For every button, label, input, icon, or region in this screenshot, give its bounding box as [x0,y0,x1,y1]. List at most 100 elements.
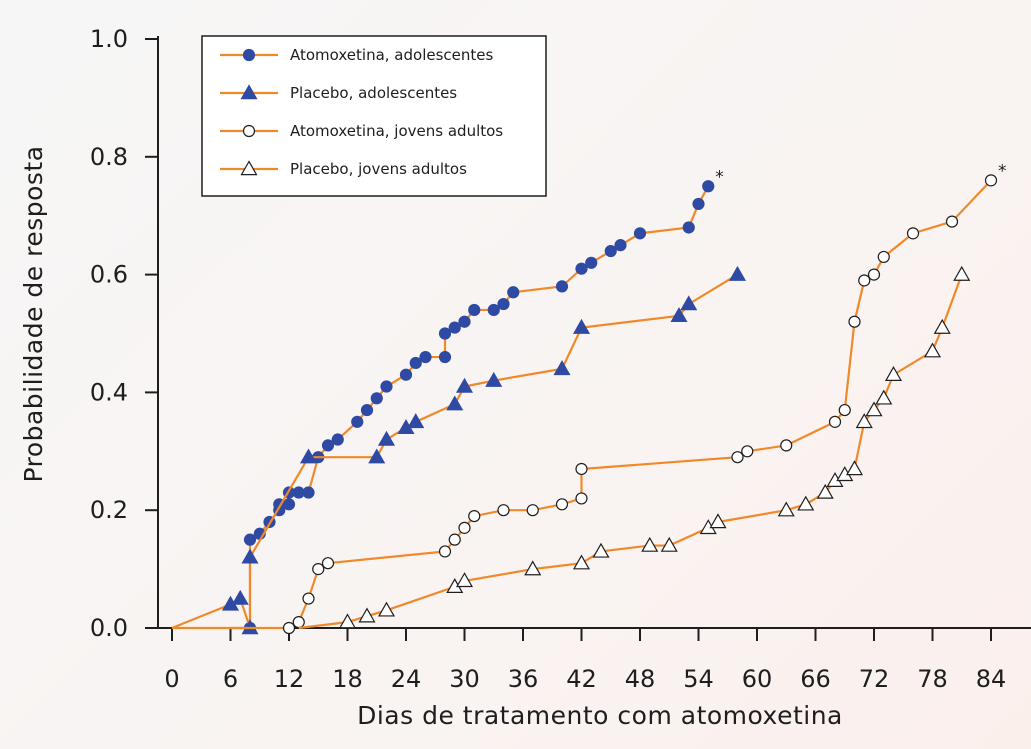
x-axis-title: Dias de tratamento com atomoxetina [357,701,843,730]
data-point [507,286,520,299]
data-point [351,415,364,428]
y-tick-label: 1.0 [90,25,128,53]
data-point [633,227,647,240]
data-point [455,572,474,588]
data-point [592,542,610,558]
data-point [231,589,249,605]
y-tick-label: 0.6 [90,261,128,289]
x-tick-label: 24 [391,665,422,693]
series-3: * [230,161,1007,635]
x-tick-label: 78 [917,665,948,693]
data-point [299,448,318,464]
data-point [682,221,695,234]
data-point [497,297,510,311]
data-point [945,215,959,228]
x-tick-label: 48 [625,665,656,693]
data-point [575,492,588,505]
y-tick-label: 0.4 [90,378,128,406]
data-point [845,460,864,476]
data-point [380,380,393,393]
data-point [555,498,569,511]
data-point [858,274,871,287]
data-point [321,557,335,570]
data-point [692,197,705,211]
data-point [670,307,688,323]
y-axis-title: Probabilidade de resposta [19,145,48,482]
data-point [641,536,659,552]
data-point [458,315,471,328]
data-point [368,448,386,464]
data-point [933,318,951,334]
data-point [575,462,588,476]
data-point [468,303,481,317]
data-point [731,451,744,464]
data-point [585,256,598,269]
data-point [409,356,422,370]
data-point [728,265,747,281]
data-point [777,501,795,517]
data-point [438,545,452,558]
data-point [575,262,588,275]
data-point [524,560,542,576]
data-point [399,368,413,381]
data-point [282,621,296,635]
data-point [419,350,432,364]
data-point [797,495,815,511]
series-2 [171,265,747,635]
data-point [953,265,971,281]
data-point [302,486,315,499]
data-point [377,601,396,617]
data-point [838,403,851,417]
data-point [241,548,259,564]
data-point [455,377,474,393]
legend-label: Placebo, adolescentes [290,84,457,102]
data-point [446,395,464,411]
data-point [741,445,754,458]
data-point [377,430,396,446]
x-tick-label: 6 [223,665,238,693]
data-point [680,295,698,311]
x-tick-label: 0 [164,665,179,693]
legend-label: Atomoxetina, adolescentes [290,46,494,64]
axis-ticks: 0 6 12 18 24 30 36 42 48 54 60 66 72 78 84 0.0 0.2 0.4 0.6… [90,25,1006,693]
data-point [526,504,539,517]
x-tick-label: 42 [566,665,597,693]
data-point [709,513,727,529]
data-point [572,318,591,334]
data-point [828,415,842,428]
data-point [243,533,257,546]
data-point [875,389,893,405]
x-tick-label: 60 [742,665,773,693]
x-tick-label: 12 [274,665,305,693]
x-tick-label: 66 [800,665,831,693]
legend-marker [240,160,258,176]
legend: Atomoxetina, adolescentes Placebo, adoles… [201,35,547,197]
significance-asterisk: * [715,167,724,187]
data-point [865,401,883,417]
data-point [438,327,452,340]
data-point [906,227,920,240]
series-4 [298,265,971,630]
series-line [298,274,963,630]
y-tick-label: 0.0 [90,614,128,642]
data-point [867,268,881,281]
data-point [485,371,503,387]
legend-marker [242,48,256,62]
legend-label: Placebo, jovens adultos [290,160,467,178]
data-point [553,360,571,376]
data-point [302,592,315,605]
data-point [321,439,335,452]
data-point [572,554,591,570]
data-point [555,280,569,293]
data-point [312,562,325,576]
data-point [487,303,500,317]
series-1: * [172,167,724,635]
data-point [984,174,998,187]
y-tick-label: 0.8 [90,143,128,171]
data-point [292,616,305,629]
data-point [370,392,383,405]
data-point [338,613,357,629]
legend-marker [240,84,258,100]
x-tick-label: 84 [976,665,1007,693]
